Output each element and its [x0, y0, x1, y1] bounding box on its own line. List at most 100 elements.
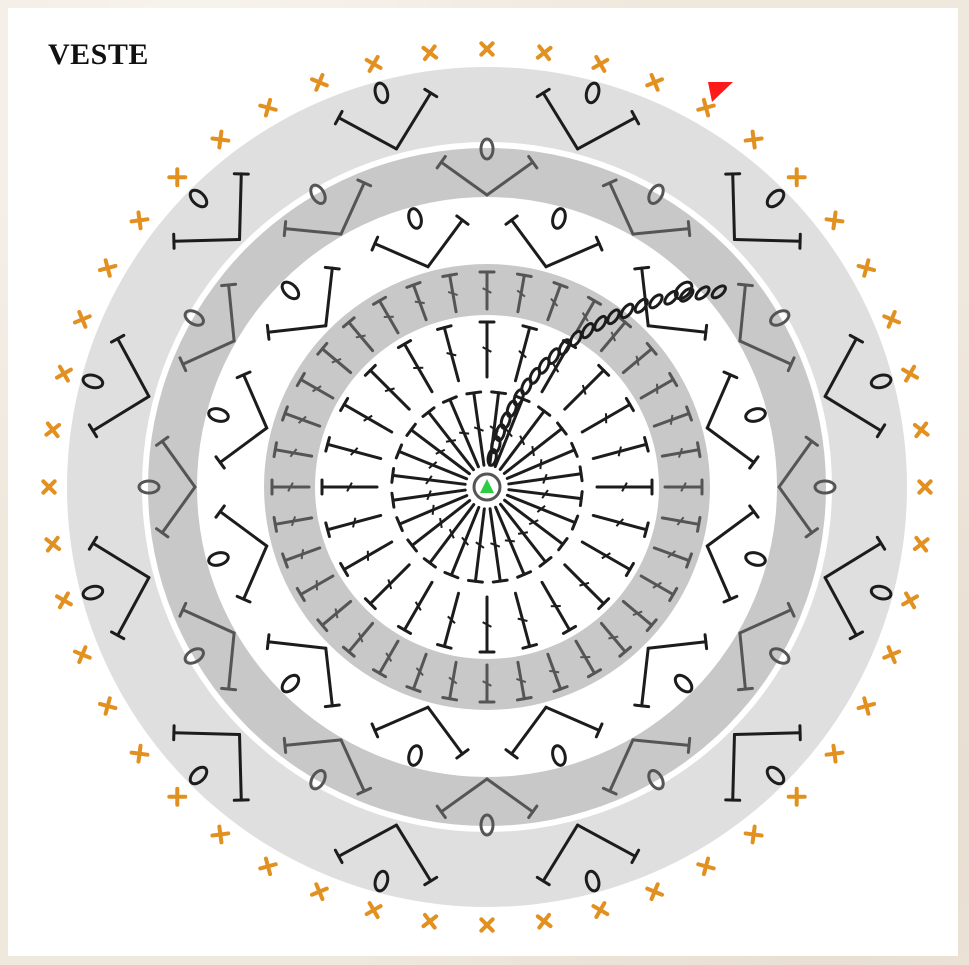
- v-top: [87, 535, 99, 551]
- round-4-v-stitch: [178, 282, 238, 373]
- v-leg: [172, 238, 242, 243]
- dc-top: [696, 515, 702, 533]
- edge-cross-icon: [44, 421, 62, 439]
- round-2-outer-stitch: [478, 663, 496, 704]
- round-1-stitch: [443, 505, 481, 580]
- dc-top: [668, 371, 679, 388]
- dc-bar: [549, 669, 560, 674]
- dc-top: [421, 406, 436, 418]
- dc-bar: [297, 415, 307, 424]
- round-2-stitch: [436, 591, 461, 650]
- dc-top: [578, 465, 584, 483]
- round-2-outer-stitch: [405, 652, 428, 693]
- round-2-outer-stitch: [371, 295, 400, 335]
- dc-top: [316, 341, 329, 356]
- v-leg: [705, 373, 732, 430]
- cross-bar: [364, 57, 383, 70]
- edge-cross-icon: [129, 210, 150, 231]
- round-2-outer-stitch: [316, 341, 353, 375]
- dc-bar: [676, 516, 685, 526]
- round-5-v-stitch: [823, 333, 893, 439]
- v-leg: [544, 242, 601, 269]
- dc-bar: [447, 290, 458, 297]
- round-2-outer-stitch: [478, 270, 496, 311]
- chain-link: [710, 284, 727, 300]
- dc-top: [405, 685, 422, 693]
- round-2-outer-stitch: [515, 660, 533, 702]
- v-leg: [738, 608, 793, 635]
- dc-top: [685, 552, 693, 569]
- edge-cross-icon: [786, 786, 807, 807]
- round-4-v-stitch: [736, 601, 796, 692]
- dc-top: [363, 363, 377, 377]
- round-4-v-stitch: [282, 178, 373, 238]
- round-2-outer-stitch: [621, 341, 658, 375]
- v-chain: [744, 407, 767, 423]
- v-top: [504, 214, 519, 226]
- cross-bar: [901, 594, 920, 607]
- dc-bar: [610, 331, 617, 342]
- v-chain: [81, 373, 105, 390]
- chain-link: [648, 293, 664, 310]
- dc-bar: [312, 385, 322, 393]
- v-leg: [426, 218, 464, 269]
- dc-bar: [425, 475, 433, 485]
- cross-bar: [72, 314, 92, 325]
- dc-top: [597, 363, 611, 377]
- edge-cross-icon: [824, 743, 845, 764]
- round-2-stitch: [324, 513, 383, 538]
- v-leg: [777, 485, 814, 535]
- round-2-stitch: [478, 320, 496, 379]
- cross-bar: [743, 831, 764, 838]
- edge-cross-icon: [901, 591, 920, 610]
- round-5-v-stitch: [333, 823, 439, 893]
- v-top: [875, 423, 887, 439]
- round-2-outer-stitch: [599, 621, 633, 658]
- edge-cross-icon: [743, 129, 764, 150]
- dc-top: [436, 324, 453, 331]
- chain-link: [580, 322, 595, 340]
- v-leg: [631, 227, 691, 236]
- dc-bar: [415, 667, 424, 677]
- edge-cross-icon: [364, 901, 383, 920]
- chain-link: [633, 297, 649, 314]
- dc-top: [685, 405, 693, 422]
- v-leg: [266, 324, 328, 334]
- dc-top: [643, 436, 650, 453]
- v-top: [736, 282, 754, 288]
- round-3-v-stitch: [504, 705, 604, 767]
- dc-top: [281, 552, 289, 569]
- round-2-stitch: [396, 339, 434, 394]
- v-chain: [280, 673, 301, 694]
- round-1-stitch: [421, 406, 475, 472]
- round-1-stitch: [499, 502, 553, 568]
- round-2-stitch: [513, 324, 538, 383]
- dc-bar: [680, 482, 687, 492]
- edge-cross-icon: [856, 696, 877, 716]
- v-chain: [647, 183, 665, 205]
- cross-bar: [750, 129, 757, 150]
- round-2-stitch: [339, 540, 394, 578]
- v-leg: [160, 485, 197, 535]
- red-triangle-icon: [708, 82, 733, 102]
- dc-top: [645, 618, 658, 633]
- v-top: [703, 323, 709, 341]
- dc-bar: [579, 581, 590, 587]
- v-chain: [188, 188, 209, 209]
- dc-top: [696, 441, 702, 459]
- dc-bar: [355, 334, 366, 339]
- v-top: [786, 601, 796, 618]
- dc-top: [422, 557, 437, 569]
- chain-link: [486, 448, 498, 467]
- v-leg: [646, 324, 708, 334]
- edge-cross-icon: [696, 97, 716, 118]
- edge-cross-icon: [882, 309, 902, 329]
- dc-top: [645, 341, 658, 356]
- edge-cross-icon: [421, 912, 439, 930]
- edge-cross-icon: [258, 97, 278, 118]
- round-5-v-stitch: [823, 535, 893, 641]
- cross-bar: [210, 136, 231, 143]
- cross-bar: [129, 217, 150, 224]
- cross-bar: [904, 364, 917, 383]
